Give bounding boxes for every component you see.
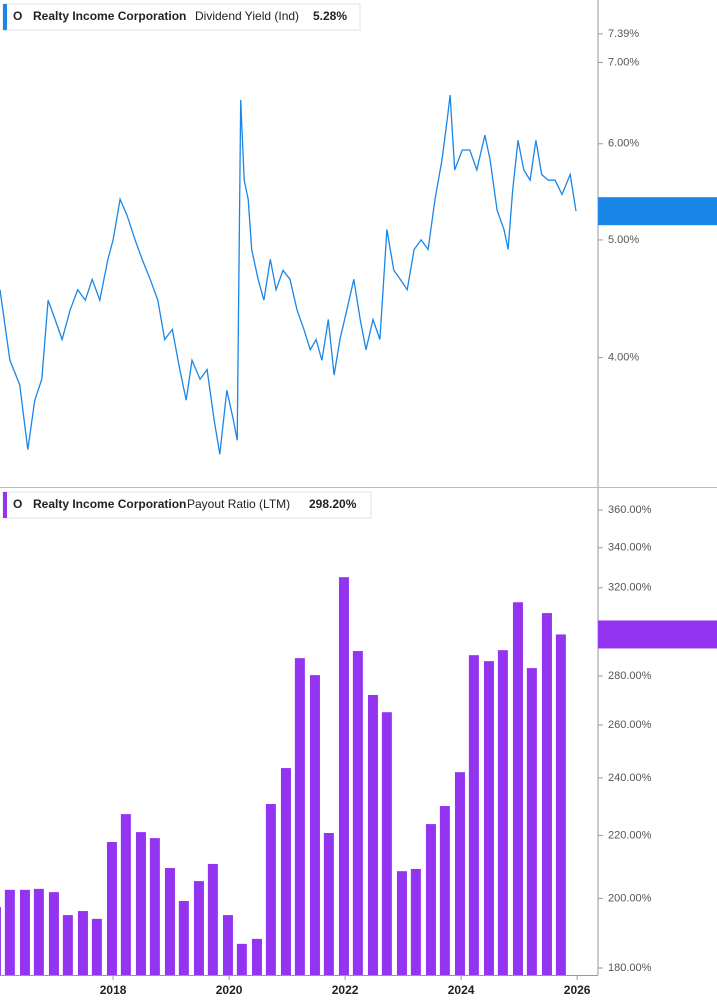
- bar: [425, 824, 436, 975]
- value-tag: [598, 620, 717, 649]
- bar: [483, 661, 494, 975]
- bar: [352, 651, 363, 975]
- y-tick-label: 280.00%: [608, 670, 652, 682]
- y-tick-label: 4.00%: [608, 352, 639, 364]
- legend-ticker: O: [13, 497, 22, 511]
- x-tick-label: 2026: [564, 983, 591, 997]
- bar: [294, 658, 305, 975]
- bar: [396, 871, 407, 975]
- bar: [236, 943, 247, 975]
- y-tick-label: 7.00%: [608, 56, 639, 68]
- bar: [164, 868, 175, 975]
- bar: [77, 911, 88, 975]
- y-tick-label: 200.00%: [608, 892, 652, 904]
- legend-ticker: O: [13, 9, 22, 23]
- bar: [439, 806, 450, 975]
- bar: [0, 907, 1, 975]
- x-tick-label: 2024: [448, 983, 475, 997]
- bar: [541, 613, 552, 975]
- bar: [251, 938, 262, 975]
- bar: [309, 675, 320, 975]
- x-tick-label: 2022: [332, 983, 359, 997]
- legend-swatch: [3, 4, 7, 30]
- bar: [468, 655, 479, 975]
- legend-company: Realty Income Corporation: [33, 497, 186, 511]
- value-tag: [598, 197, 717, 226]
- x-tick-label: 2020: [216, 983, 243, 997]
- bar: [323, 833, 334, 975]
- legend-value: 5.28%: [313, 9, 347, 23]
- y-tick-label: 260.00%: [608, 719, 652, 731]
- y-tick-label: 340.00%: [608, 542, 652, 554]
- bar: [367, 694, 378, 975]
- bar: [106, 842, 117, 975]
- legend-company: Realty Income Corporation: [33, 9, 186, 23]
- y-tick-label: 360.00%: [608, 504, 652, 516]
- legend-value: 298.20%: [309, 497, 357, 511]
- bar: [207, 863, 218, 975]
- bar: [555, 634, 566, 975]
- legend-swatch: [3, 492, 7, 518]
- y-tick-label: 240.00%: [608, 772, 652, 784]
- bar: [222, 915, 233, 975]
- bar: [338, 577, 349, 975]
- bar: [526, 668, 537, 975]
- bar: [48, 892, 59, 975]
- bar: [33, 888, 44, 975]
- legend-box: [2, 491, 372, 519]
- bar: [280, 768, 291, 975]
- bar: [91, 918, 102, 975]
- bar: [381, 712, 392, 975]
- bar: [4, 889, 15, 975]
- bar: [19, 889, 30, 975]
- legend-box: [2, 3, 361, 31]
- legend-series: Payout Ratio (LTM): [187, 497, 290, 511]
- bar: [149, 838, 160, 975]
- legend: O Realty Income Corporation Dividend Yie…: [2, 3, 361, 31]
- bar: [497, 650, 508, 975]
- y-tick-label: 320.00%: [608, 582, 652, 594]
- bar: [512, 602, 523, 975]
- line: [0, 95, 577, 455]
- bar: [454, 772, 465, 975]
- bar: [193, 881, 204, 975]
- legend-series: Dividend Yield (Ind): [195, 9, 299, 23]
- bar: [62, 915, 73, 975]
- bar: [265, 804, 276, 975]
- x-tick-label: 2018: [100, 983, 127, 997]
- bar: [135, 832, 146, 975]
- y-tick-label: 180.00%: [608, 962, 652, 974]
- y-tick-label: 5.00%: [608, 234, 639, 246]
- bar: [410, 868, 421, 975]
- bar: [178, 901, 189, 975]
- y-tick-label: 220.00%: [608, 829, 652, 841]
- bar: [120, 814, 131, 975]
- legend: O Realty Income Corporation Payout Ratio…: [2, 491, 372, 519]
- y-tick-label: 7.39%: [608, 28, 639, 40]
- y-tick-label: 6.00%: [608, 138, 639, 150]
